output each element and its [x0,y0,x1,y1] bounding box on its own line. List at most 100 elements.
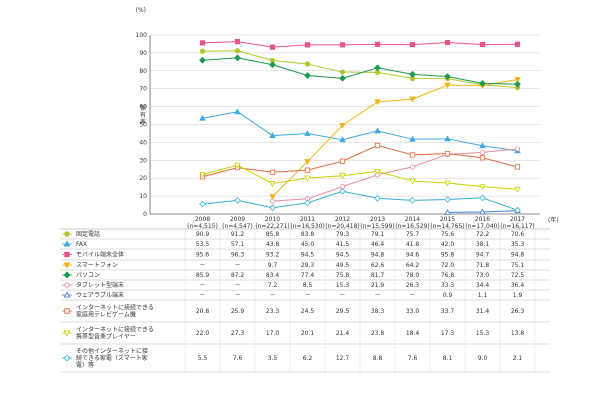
sample-size-label: (n=22,271) [255,223,290,230]
table-row: パソコン 85.9 87.2 83.4 77.4 75.8 81.7 78.0 76.8 73.0… [62,271,524,279]
table-cell: 90.9 [196,231,210,238]
data-point [444,39,451,46]
y-axis-label-char: 率 [140,118,146,126]
x-tick-label: 2014 [405,216,420,223]
table-cell: － [304,292,310,299]
table-cell: 46.4 [371,241,385,248]
series-line [202,111,518,152]
table-cell: 31.4 [476,308,490,315]
data-point [269,169,276,175]
sample-size-label: (n=20,418) [325,223,360,230]
y-tick-label: 100 [136,32,148,39]
y-axis: 0 10 20 30 40 50 60 70 80 90 100 [136,32,151,218]
data-point [199,56,206,64]
data-point [64,282,70,288]
table-cell: 49.5 [336,262,350,269]
data-point [304,199,311,207]
data-point [269,194,276,201]
data-point [339,74,346,82]
table-cell: 41.8 [406,241,420,248]
data-point [409,164,416,170]
table-cell: 75.1 [511,262,525,269]
table-cell: － [199,282,205,289]
table-cell: 5.5 [198,355,208,362]
sample-size-label: (n=14,765) [430,223,465,230]
data-point [479,208,486,215]
table-cell: 24.5 [301,308,315,315]
series-name-label: ウェアラブル端末 [76,291,124,299]
sample-size-label: (n=4,547) [222,223,253,230]
table-cell: 22.0 [196,330,210,337]
data-point [234,162,241,169]
data-point [514,164,521,170]
series-name-label: 続できる家電（スマート家 [76,354,148,362]
data-point [444,135,451,142]
data-point [234,54,241,62]
y-unit-label: (%) [136,7,146,14]
series-name-label: 家庭用テレビゲーム機 [76,311,136,319]
series-7 [199,142,521,180]
data-point [374,99,381,106]
data-point [199,40,206,46]
series-1 [199,108,521,154]
table-cell: 20.1 [301,330,315,337]
table-cell: 17.3 [441,330,455,337]
data-point [304,72,311,79]
data-point [374,194,381,202]
data-point [514,146,521,152]
table-cell: 21.9 [371,282,385,289]
data-point [199,114,206,121]
table-cell: 3.5 [268,355,278,362]
data-point [444,151,451,157]
series-name-label: スマートフォン [76,262,118,269]
table-cell: 70.6 [511,231,525,238]
table-cell: 73.0 [476,272,490,279]
x-tick-label: 2012 [335,216,350,223]
table-cell: 85.9 [196,272,210,279]
series-line [202,50,518,89]
table-cell: 9.7 [268,262,278,269]
data-point [304,175,311,182]
data-point [234,108,241,115]
table-cell: 71.8 [476,262,490,269]
table-cell: 75.7 [406,231,420,238]
data-point [444,208,451,215]
table-cell: － [234,282,240,289]
data-point [444,180,451,187]
x-tick-label: 2010 [265,216,280,223]
table-cell: 83.8 [301,231,315,238]
table-cell: 91.2 [231,231,245,238]
series-name-label: FAX [76,241,87,248]
table-row: FAX 53.5 57.1 43.8 45.0 41.5 46.4 41.8 42.0 38.1 3… [62,240,524,248]
table-cell: 17.0 [266,330,280,337]
table-cell: 75.6 [441,231,455,238]
table-cell: － [234,292,240,299]
sample-size-label: (n=4,515) [187,223,218,230]
table-cell: 94.7 [476,252,490,259]
table-cell: 96.3 [231,252,245,259]
data-point [374,127,381,134]
table-cell: 81.7 [371,272,385,279]
y-tick-label: 50 [139,122,147,129]
data-point [234,39,241,45]
table-cell: 9.0 [478,355,488,362]
data-point [199,48,206,54]
table-cell: 41.5 [336,241,350,248]
data-point [64,308,70,314]
data-point [479,142,486,149]
table-cell: 45.0 [301,241,315,248]
y-tick-label: 70 [139,86,147,93]
table-cell: 13.8 [511,330,525,337]
data-table: 固定電話 90.9 91.2 85.8 83.8 79.3 79.1 75.7 75.6 72.2… [60,228,550,373]
data-point [514,80,521,88]
y-axis-label-char: 有 [140,111,146,119]
data-point [63,271,71,279]
table-cell: 79.1 [371,231,385,238]
table-cell: 21.4 [336,330,350,337]
x-tick-label: 2016 [475,216,490,223]
series-lines [199,39,521,215]
table-cell: － [269,292,275,299]
